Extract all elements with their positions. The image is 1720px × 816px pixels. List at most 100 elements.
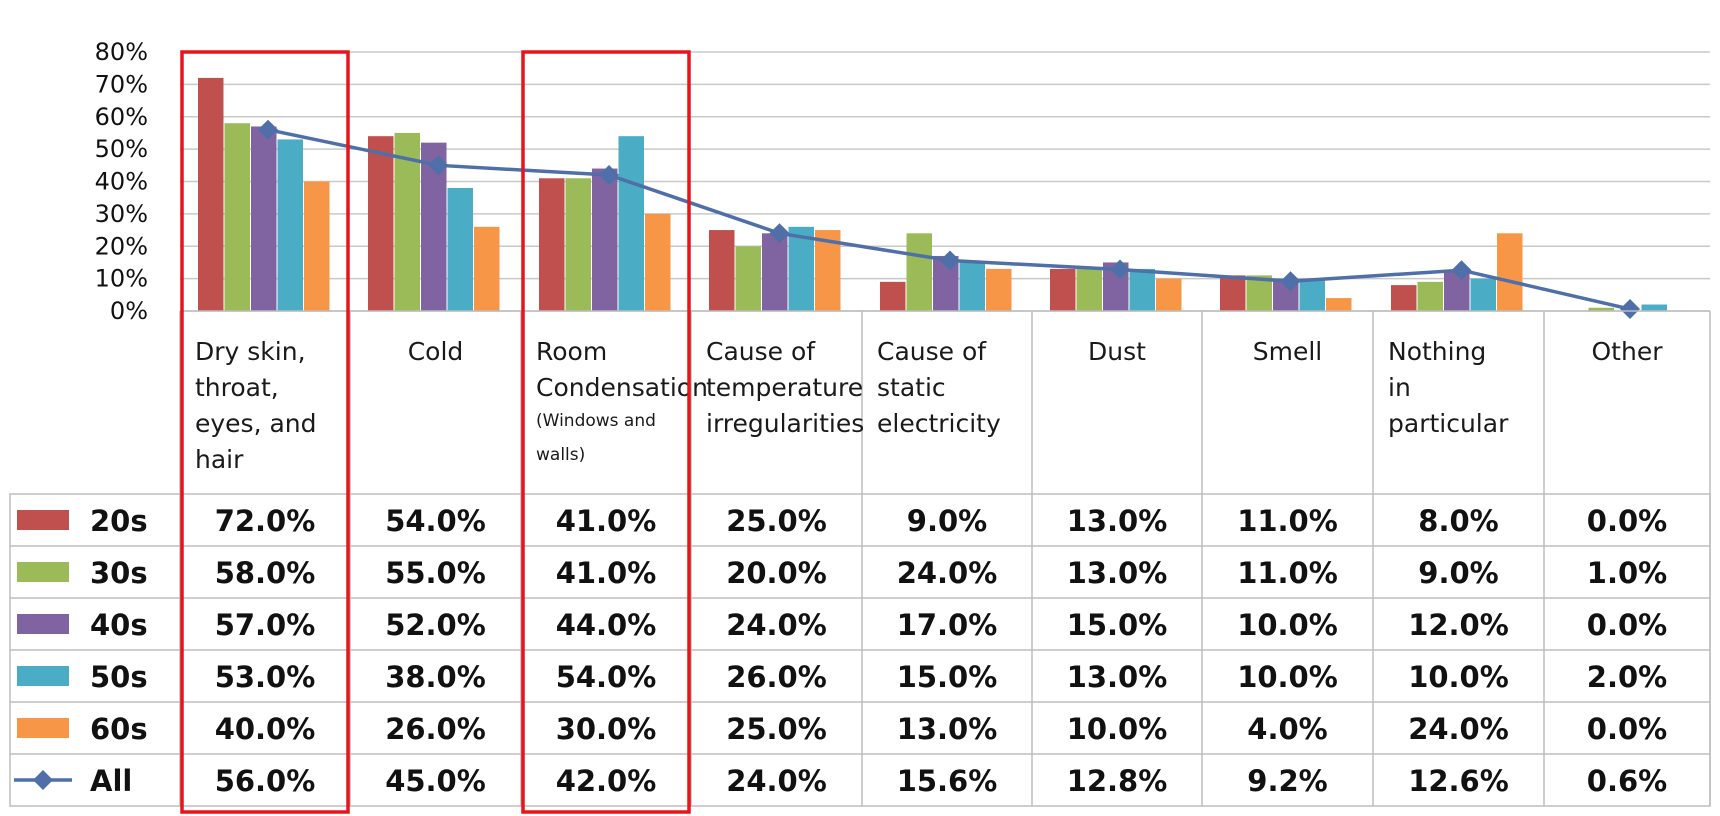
legend-label-50s: 50s (90, 660, 148, 694)
category-label: Cold (408, 337, 464, 366)
bar-60s-5 (1156, 278, 1182, 311)
bar-60s-1 (474, 226, 500, 311)
data-label: 10.0% (1067, 712, 1168, 746)
data-label: 10.0% (1237, 608, 1338, 642)
data-label: 44.0% (556, 608, 657, 642)
category-label: irregularities (706, 409, 864, 438)
y-tick-label: 20% (95, 232, 148, 260)
category-label: electricity (877, 409, 1001, 438)
legend-swatch-40s (17, 614, 69, 634)
data-label: 15.6% (897, 764, 998, 798)
legend-label-40s: 40s (90, 608, 148, 642)
bar-50s-5 (1129, 268, 1155, 311)
highlight-box-2 (521, 50, 691, 814)
bar-50s-3 (788, 226, 814, 311)
data-label: 30.0% (556, 712, 657, 746)
category-label: Dust (1088, 337, 1146, 366)
data-label: 0.0% (1587, 608, 1667, 642)
category-sublabel: walls) (536, 445, 585, 465)
data-label: 24.0% (897, 556, 998, 590)
data-label: 40.0% (215, 712, 316, 746)
all-series-marker-5 (1110, 259, 1130, 280)
data-label: 13.0% (1067, 660, 1168, 694)
data-label: 9.2% (1247, 764, 1327, 798)
data-label: 9.0% (907, 504, 987, 538)
data-label: 4.0% (1247, 712, 1327, 746)
data-label: 57.0% (215, 608, 316, 642)
legend-marker-All (33, 770, 53, 790)
data-label: 10.0% (1408, 660, 1509, 694)
data-label: 15.0% (897, 660, 998, 694)
data-label: 11.0% (1237, 556, 1338, 590)
bar-30s-4 (906, 233, 932, 311)
bar-60s-4 (986, 268, 1012, 311)
bar-60s-2 (645, 213, 671, 311)
bar-20s-4 (880, 281, 906, 311)
data-label: 24.0% (1408, 712, 1509, 746)
data-label: 12.8% (1067, 764, 1168, 798)
data-label: 9.0% (1418, 556, 1498, 590)
category-label: temperature (706, 373, 863, 402)
data-label: 13.0% (1067, 556, 1168, 590)
legend-label-20s: 20s (90, 504, 148, 538)
bar-30s-1 (394, 132, 420, 311)
data-label: 54.0% (385, 504, 486, 538)
category-label: Cause of (706, 337, 816, 366)
bar-30s-2 (565, 178, 591, 311)
bar-40s-2 (592, 168, 618, 311)
data-label: 45.0% (385, 764, 486, 798)
all-series-marker-2 (599, 165, 619, 186)
category-label: Dry skin, (195, 337, 306, 366)
y-tick-label: 70% (95, 70, 148, 98)
bar-30s-0 (224, 123, 250, 311)
data-label: 12.0% (1408, 608, 1509, 642)
category-sublabel: (Windows and (536, 411, 656, 431)
data-label: 53.0% (215, 660, 316, 694)
bar-20s-7 (1391, 285, 1417, 311)
bar-50s-0 (277, 139, 303, 311)
data-label: 25.0% (726, 504, 827, 538)
bar-40s-3 (762, 233, 788, 311)
data-label: 41.0% (556, 504, 657, 538)
bar-50s-4 (959, 262, 985, 311)
all-series-marker-8 (1620, 299, 1640, 320)
data-label: 42.0% (556, 764, 657, 798)
all-series-marker-7 (1451, 260, 1472, 281)
data-label: 72.0% (215, 504, 316, 538)
legend-swatch-60s (17, 718, 69, 738)
bar-20s-5 (1050, 268, 1076, 311)
bar-60s-7 (1497, 233, 1523, 311)
category-label: Room (536, 337, 607, 366)
data-label: 0.6% (1587, 764, 1667, 798)
bar-50s-1 (447, 187, 473, 311)
y-tick-label: 0% (110, 297, 148, 325)
bar-30s-3 (735, 246, 761, 311)
all-series-marker-0 (258, 119, 278, 140)
data-label: 54.0% (556, 660, 657, 694)
category-label: Nothing (1388, 337, 1486, 366)
category-label: hair (195, 445, 244, 474)
bar-60s-0 (304, 181, 330, 311)
bar-20s-6 (1220, 275, 1246, 311)
data-label: 24.0% (726, 608, 827, 642)
data-label: 26.0% (726, 660, 827, 694)
category-label: Smell (1253, 337, 1323, 366)
data-label: 24.0% (726, 764, 827, 798)
all-series-marker-6 (1280, 271, 1301, 292)
bar-50s-6 (1299, 278, 1325, 311)
bar-20s-2 (539, 178, 565, 311)
data-label: 56.0% (215, 764, 316, 798)
legend-swatch-50s (17, 666, 69, 686)
data-label: 12.6% (1408, 764, 1509, 798)
bar-20s-1 (368, 136, 394, 311)
bar-40s-7 (1444, 272, 1470, 311)
data-label: 20.0% (726, 556, 827, 590)
data-label: 10.0% (1237, 660, 1338, 694)
legend-swatch-20s (17, 510, 69, 530)
category-label: eyes, and (195, 409, 317, 438)
data-label: 0.0% (1587, 712, 1667, 746)
y-tick-label: 10% (95, 265, 148, 293)
data-label: 25.0% (726, 712, 827, 746)
category-label: Cause of (877, 337, 987, 366)
